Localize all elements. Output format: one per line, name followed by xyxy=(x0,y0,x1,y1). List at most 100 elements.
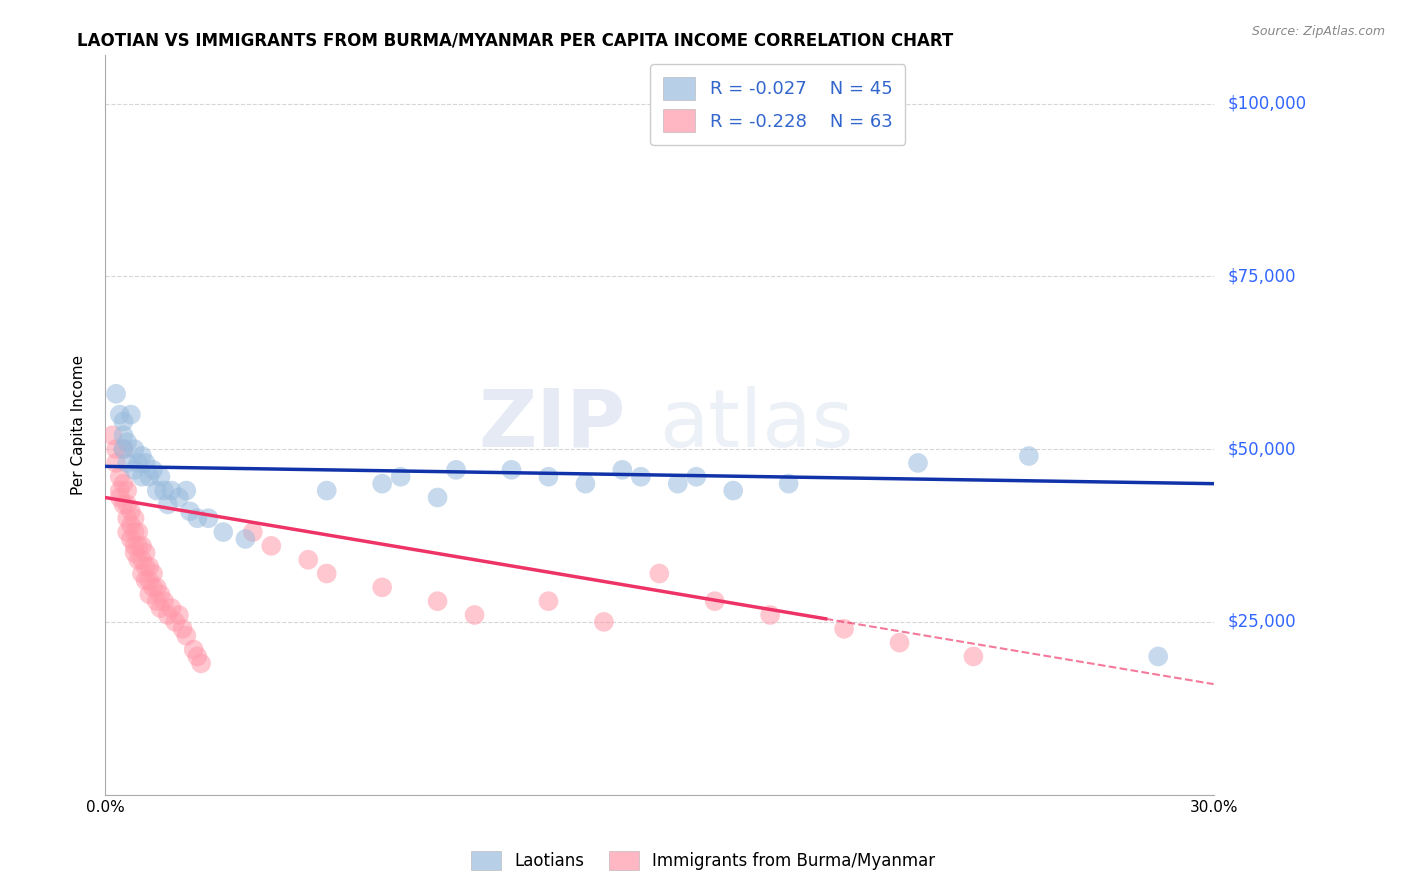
Point xyxy=(297,552,319,566)
Point xyxy=(179,504,201,518)
Point xyxy=(115,524,138,539)
Point xyxy=(315,483,337,498)
Point xyxy=(537,594,560,608)
Point xyxy=(112,476,135,491)
Text: $100,000: $100,000 xyxy=(1227,95,1306,112)
Point xyxy=(666,476,689,491)
Point xyxy=(115,483,138,498)
Point xyxy=(648,566,671,581)
Point xyxy=(197,511,219,525)
Point xyxy=(186,649,208,664)
Point xyxy=(115,435,138,450)
Point xyxy=(167,491,190,505)
Point xyxy=(145,580,167,594)
Point xyxy=(127,456,149,470)
Point xyxy=(127,539,149,553)
Text: ZIP: ZIP xyxy=(479,386,626,464)
Point xyxy=(142,566,165,581)
Point xyxy=(115,511,138,525)
Point xyxy=(135,546,157,560)
Point xyxy=(131,449,153,463)
Point xyxy=(721,483,744,498)
Text: $75,000: $75,000 xyxy=(1227,268,1296,285)
Text: $25,000: $25,000 xyxy=(1227,613,1296,631)
Legend: Laotians, Immigrants from Burma/Myanmar: Laotians, Immigrants from Burma/Myanmar xyxy=(464,844,942,877)
Point xyxy=(108,469,131,483)
Text: atlas: atlas xyxy=(659,386,853,464)
Point xyxy=(108,483,131,498)
Point xyxy=(160,483,183,498)
Point xyxy=(145,483,167,498)
Point xyxy=(115,497,138,511)
Point xyxy=(426,594,449,608)
Point xyxy=(124,524,146,539)
Point xyxy=(156,497,179,511)
Point xyxy=(612,463,634,477)
Point xyxy=(131,469,153,483)
Y-axis label: Per Capita Income: Per Capita Income xyxy=(72,355,86,495)
Point xyxy=(120,518,142,533)
Point xyxy=(167,607,190,622)
Point xyxy=(124,539,146,553)
Point xyxy=(464,607,486,622)
Legend: R = -0.027    N = 45, R = -0.228    N = 63: R = -0.027 N = 45, R = -0.228 N = 63 xyxy=(651,64,905,145)
Point xyxy=(101,428,124,442)
Text: LAOTIAN VS IMMIGRANTS FROM BURMA/MYANMAR PER CAPITA INCOME CORRELATION CHART: LAOTIAN VS IMMIGRANTS FROM BURMA/MYANMAR… xyxy=(77,31,953,49)
Point xyxy=(124,442,146,456)
Point xyxy=(124,546,146,560)
Point xyxy=(444,463,467,477)
Point xyxy=(149,601,172,615)
Point xyxy=(260,539,283,553)
Point xyxy=(160,601,183,615)
Text: Source: ZipAtlas.com: Source: ZipAtlas.com xyxy=(1251,25,1385,38)
Point xyxy=(145,594,167,608)
Point xyxy=(907,456,929,470)
Point xyxy=(149,587,172,601)
Point xyxy=(153,483,176,498)
Point xyxy=(124,511,146,525)
Point xyxy=(778,476,800,491)
Point xyxy=(108,491,131,505)
Point xyxy=(120,532,142,546)
Point xyxy=(112,414,135,428)
Point xyxy=(235,532,257,546)
Point xyxy=(142,463,165,477)
Point xyxy=(138,559,160,574)
Point xyxy=(115,456,138,470)
Point xyxy=(138,574,160,588)
Point xyxy=(186,511,208,525)
Point xyxy=(153,594,176,608)
Point xyxy=(1147,649,1170,664)
Point xyxy=(685,469,707,483)
Point xyxy=(172,622,194,636)
Point xyxy=(759,607,782,622)
Point xyxy=(112,442,135,456)
Point xyxy=(212,524,235,539)
Point xyxy=(389,469,412,483)
Point xyxy=(371,580,394,594)
Point xyxy=(315,566,337,581)
Point xyxy=(371,476,394,491)
Point xyxy=(156,607,179,622)
Point xyxy=(832,622,855,636)
Point xyxy=(149,469,172,483)
Point xyxy=(630,469,652,483)
Point xyxy=(592,615,614,629)
Point xyxy=(138,469,160,483)
Point xyxy=(105,386,128,401)
Point xyxy=(108,408,131,422)
Point xyxy=(127,524,149,539)
Point xyxy=(105,456,128,470)
Point xyxy=(138,587,160,601)
Point xyxy=(165,615,187,629)
Point xyxy=(105,442,128,456)
Point xyxy=(124,463,146,477)
Point xyxy=(962,649,984,664)
Point xyxy=(242,524,264,539)
Point xyxy=(127,552,149,566)
Point xyxy=(112,497,135,511)
Point xyxy=(142,580,165,594)
Point xyxy=(131,552,153,566)
Text: $50,000: $50,000 xyxy=(1227,440,1296,458)
Point xyxy=(174,483,197,498)
